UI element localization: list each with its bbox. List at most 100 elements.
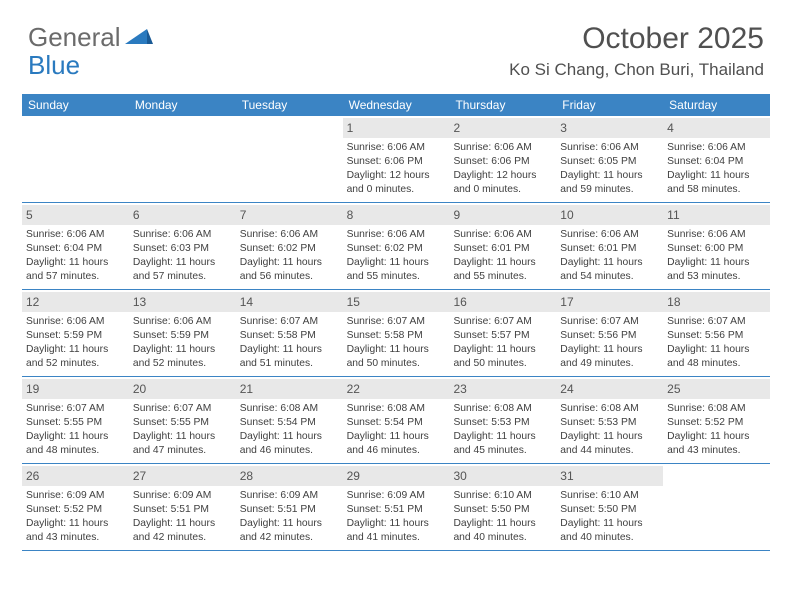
day-info-line: Daylight: 11 hours [240, 430, 339, 444]
day-info-line: Sunrise: 6:07 AM [133, 402, 232, 416]
day-cell: 7Sunrise: 6:06 AMSunset: 6:02 PMDaylight… [236, 203, 343, 289]
day-info-line: Daylight: 11 hours [347, 430, 446, 444]
day-number: 9 [449, 205, 556, 225]
header: General October 2025 Ko Si Chang, Chon B… [0, 0, 792, 88]
day-number: 3 [556, 118, 663, 138]
day-info-line: and 52 minutes. [26, 357, 125, 371]
day-info-line: and 48 minutes. [26, 444, 125, 458]
day-info-line: Sunset: 5:55 PM [133, 416, 232, 430]
day-number: 5 [22, 205, 129, 225]
day-info-line: Daylight: 12 hours [453, 169, 552, 183]
day-cell: 16Sunrise: 6:07 AMSunset: 5:57 PMDayligh… [449, 290, 556, 376]
day-info-line: Daylight: 11 hours [560, 343, 659, 357]
day-number: 6 [129, 205, 236, 225]
day-number: 26 [22, 466, 129, 486]
day-number: 11 [663, 205, 770, 225]
day-info-line: Sunrise: 6:06 AM [26, 315, 125, 329]
day-info-line: and 53 minutes. [667, 270, 766, 284]
day-info-line: Sunset: 5:51 PM [133, 503, 232, 517]
day-info-line: Daylight: 11 hours [560, 430, 659, 444]
day-number: 13 [129, 292, 236, 312]
day-info-line: and 57 minutes. [26, 270, 125, 284]
day-info-line: Sunrise: 6:06 AM [26, 228, 125, 242]
day-cell: 6Sunrise: 6:06 AMSunset: 6:03 PMDaylight… [129, 203, 236, 289]
day-number: 12 [22, 292, 129, 312]
day-number: 19 [22, 379, 129, 399]
day-number: 1 [343, 118, 450, 138]
day-info-line: Sunrise: 6:07 AM [453, 315, 552, 329]
day-cell: 8Sunrise: 6:06 AMSunset: 6:02 PMDaylight… [343, 203, 450, 289]
day-info-line: Sunrise: 6:09 AM [26, 489, 125, 503]
day-cell: 12Sunrise: 6:06 AMSunset: 5:59 PMDayligh… [22, 290, 129, 376]
day-cell: 18Sunrise: 6:07 AMSunset: 5:56 PMDayligh… [663, 290, 770, 376]
day-info-line: Sunrise: 6:09 AM [133, 489, 232, 503]
day-info-line: and 46 minutes. [347, 444, 446, 458]
month-title: October 2025 [509, 22, 764, 56]
week-row: 26Sunrise: 6:09 AMSunset: 5:52 PMDayligh… [22, 464, 770, 551]
day-info-line: Sunset: 5:56 PM [560, 329, 659, 343]
day-info-line: Sunrise: 6:06 AM [347, 228, 446, 242]
day-number: 30 [449, 466, 556, 486]
day-info-line: Sunset: 6:00 PM [667, 242, 766, 256]
arrow-icon [125, 22, 153, 53]
day-info-line: Daylight: 11 hours [133, 256, 232, 270]
day-info-line: Sunrise: 6:09 AM [240, 489, 339, 503]
day-info-line: Sunset: 5:50 PM [560, 503, 659, 517]
day-number: 4 [663, 118, 770, 138]
day-info-line: Sunrise: 6:06 AM [453, 141, 552, 155]
day-info-line: Sunrise: 6:07 AM [347, 315, 446, 329]
day-info-line: Sunrise: 6:07 AM [240, 315, 339, 329]
weekday-header: Monday [129, 94, 236, 116]
day-cell: 10Sunrise: 6:06 AMSunset: 6:01 PMDayligh… [556, 203, 663, 289]
day-info-line: Sunset: 6:01 PM [453, 242, 552, 256]
day-cell: 27Sunrise: 6:09 AMSunset: 5:51 PMDayligh… [129, 464, 236, 550]
day-info-line: and 43 minutes. [26, 531, 125, 545]
week-row: 5Sunrise: 6:06 AMSunset: 6:04 PMDaylight… [22, 203, 770, 290]
logo-text-1: General [28, 22, 121, 53]
day-info-line: and 51 minutes. [240, 357, 339, 371]
day-info-line: Sunrise: 6:08 AM [667, 402, 766, 416]
day-number: 31 [556, 466, 663, 486]
day-info-line: and 48 minutes. [667, 357, 766, 371]
day-number: 10 [556, 205, 663, 225]
day-info-line: Daylight: 11 hours [26, 430, 125, 444]
day-cell: 19Sunrise: 6:07 AMSunset: 5:55 PMDayligh… [22, 377, 129, 463]
day-cell: 15Sunrise: 6:07 AMSunset: 5:58 PMDayligh… [343, 290, 450, 376]
day-number: 17 [556, 292, 663, 312]
day-info-line: and 43 minutes. [667, 444, 766, 458]
day-info-line: and 41 minutes. [347, 531, 446, 545]
day-number: 8 [343, 205, 450, 225]
day-info-line: Sunset: 5:51 PM [347, 503, 446, 517]
day-info-line: and 0 minutes. [453, 183, 552, 197]
day-number: 21 [236, 379, 343, 399]
day-info-line: Daylight: 11 hours [240, 343, 339, 357]
day-info-line: Sunrise: 6:07 AM [667, 315, 766, 329]
weeks-container: 1Sunrise: 6:06 AMSunset: 6:06 PMDaylight… [22, 116, 770, 551]
day-cell: 13Sunrise: 6:06 AMSunset: 5:59 PMDayligh… [129, 290, 236, 376]
day-info-line: Sunset: 5:50 PM [453, 503, 552, 517]
calendar: SundayMondayTuesdayWednesdayThursdayFrid… [22, 94, 770, 551]
day-info-line: Daylight: 11 hours [240, 517, 339, 531]
day-info-line: Sunrise: 6:06 AM [347, 141, 446, 155]
day-info-line: Daylight: 11 hours [133, 343, 232, 357]
day-info-line: Daylight: 11 hours [26, 517, 125, 531]
day-info-line: and 40 minutes. [560, 531, 659, 545]
day-info-line: and 45 minutes. [453, 444, 552, 458]
day-info-line: and 46 minutes. [240, 444, 339, 458]
day-cell: 22Sunrise: 6:08 AMSunset: 5:54 PMDayligh… [343, 377, 450, 463]
day-number: 28 [236, 466, 343, 486]
logo-text-2: Blue [28, 50, 80, 81]
day-info-line: and 54 minutes. [560, 270, 659, 284]
day-info-line: Sunset: 5:53 PM [453, 416, 552, 430]
day-info-line: Daylight: 12 hours [347, 169, 446, 183]
weekday-header: Friday [556, 94, 663, 116]
day-info-line: Sunset: 6:02 PM [347, 242, 446, 256]
day-cell: 26Sunrise: 6:09 AMSunset: 5:52 PMDayligh… [22, 464, 129, 550]
day-info-line: Sunrise: 6:10 AM [560, 489, 659, 503]
day-info-line: Sunset: 5:56 PM [667, 329, 766, 343]
day-info-line: Sunrise: 6:06 AM [667, 141, 766, 155]
day-info-line: Daylight: 11 hours [560, 517, 659, 531]
day-info-line: Sunset: 6:06 PM [347, 155, 446, 169]
day-number: 22 [343, 379, 450, 399]
weekday-header: Saturday [663, 94, 770, 116]
